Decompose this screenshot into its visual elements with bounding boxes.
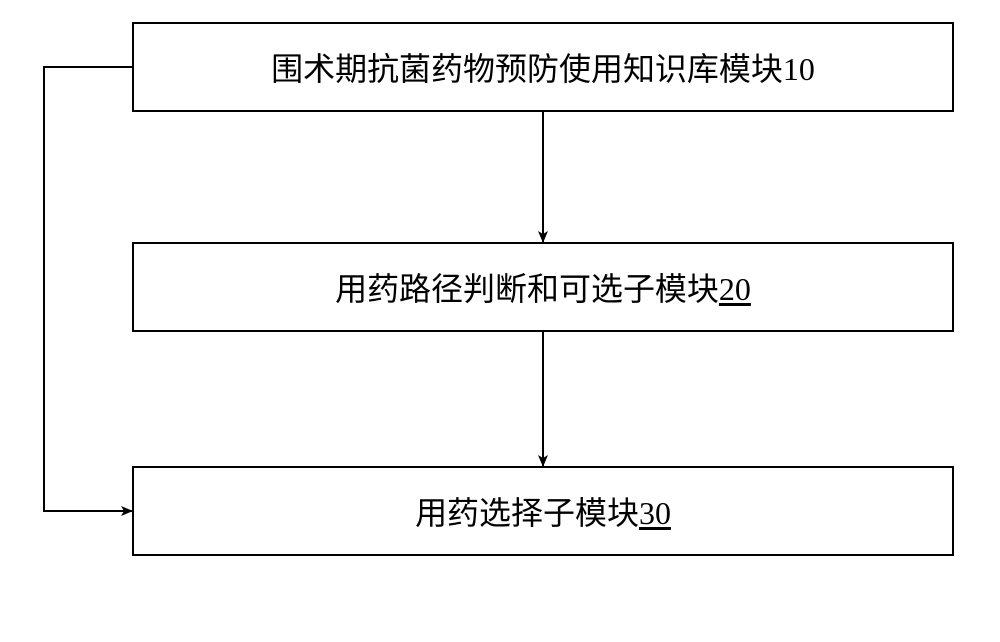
node-label: 围术期抗菌药物预防使用知识库模块 10 — [271, 44, 815, 90]
flowchart-canvas: 围术期抗菌药物预防使用知识库模块 10 用药路径判断和可选子模块 20 用药选择… — [0, 0, 1000, 642]
node-text: 用药路径判断和可选子模块 — [335, 264, 719, 310]
drug-selection-module-node: 用药选择子模块 30 — [132, 466, 954, 556]
edge — [44, 67, 132, 511]
node-number: 20 — [719, 271, 751, 308]
knowledge-base-module-node: 围术期抗菌药物预防使用知识库模块 10 — [132, 22, 954, 112]
path-judgment-module-node: 用药路径判断和可选子模块 20 — [132, 242, 954, 332]
node-text: 用药选择子模块 — [415, 488, 639, 534]
node-label: 用药选择子模块 30 — [415, 488, 671, 534]
node-label: 用药路径判断和可选子模块 20 — [335, 264, 751, 310]
node-text: 围术期抗菌药物预防使用知识库模块 — [271, 44, 783, 90]
node-number: 10 — [783, 51, 815, 88]
node-number: 30 — [639, 495, 671, 532]
